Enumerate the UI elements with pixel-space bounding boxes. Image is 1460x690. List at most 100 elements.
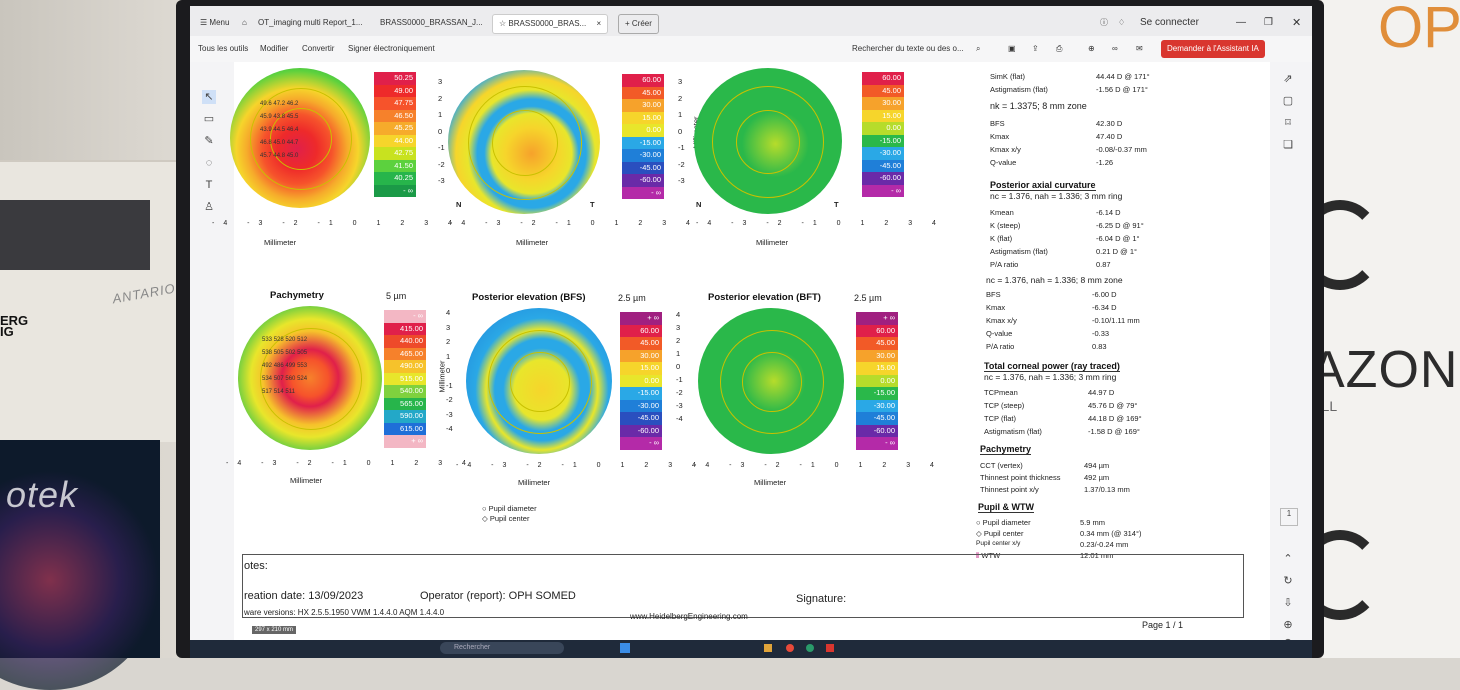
close-icon[interactable]: ×	[596, 19, 602, 28]
taskbar-search[interactable]: Rechercher	[440, 642, 564, 654]
zone-ring	[250, 88, 352, 190]
scale-step: -60.00	[862, 172, 904, 185]
y-tick-label: 0	[676, 362, 681, 371]
pachymetry-step: 5 µm	[386, 291, 407, 301]
y-tick-label: 4	[676, 310, 681, 319]
y-tick-label: 1	[678, 110, 683, 119]
post-q-label: Q-value	[986, 329, 1013, 338]
pachy-x-axis: -4 -3 -2 -1 0 1 2 3 4	[226, 460, 475, 467]
comment-icon[interactable]: ▭	[203, 113, 215, 125]
y-tick-label: -3	[678, 176, 685, 185]
print-icon[interactable]: ⎙	[1056, 44, 1063, 53]
folder-icon[interactable]	[764, 644, 772, 652]
elev-bfs-x-unit: Millimeter	[516, 238, 549, 247]
y-tick-label: 4	[446, 308, 451, 317]
tab-brass-active[interactable]: ☆ BRASS0000_BRAS... ×	[492, 14, 609, 34]
wtw-value: 12.01 mm	[1080, 551, 1114, 560]
post-bfs-color-scale: + ∞ 60.00 45.00 30.00 15.00 0.00 -15.00 -30.00-…	[620, 312, 662, 450]
scale-step: -15.00	[862, 134, 904, 147]
ai-assistant-button[interactable]: Demander à l'Assistant IA	[1161, 40, 1265, 58]
scale-step: 47.75	[374, 97, 416, 110]
export-icon[interactable]: ⇗	[1283, 73, 1293, 85]
new-tab-button[interactable]: + Créer	[618, 14, 659, 34]
scale-step: 40.25	[374, 172, 416, 185]
post-elev-bfs-title: Posterior elevation (BFS)	[472, 292, 586, 303]
tcp-mean-value: 44.97 D	[1088, 388, 1115, 397]
bell-icon[interactable]: ♢	[1118, 18, 1126, 27]
chrome-icon[interactable]	[786, 644, 794, 652]
toolbar-all-tools[interactable]: Tous les outils	[198, 44, 249, 53]
tab-brass-active-label: BRASS0000_BRAS...	[508, 19, 587, 28]
maximize-icon[interactable]: ❐	[1264, 17, 1273, 28]
home-icon[interactable]: ⌂	[242, 18, 247, 27]
post-bft-x-axis: -4 -3 -2 -1 0 1 2 3 4	[694, 462, 943, 469]
software-versions: ware versions: HX 2.5.5.1950 VWM 1.4.4.0…	[244, 608, 445, 617]
menu-button[interactable]: ☰ Menu	[200, 18, 230, 27]
scale-step: - ∞	[374, 184, 416, 197]
wtw-label: WTW	[981, 551, 1001, 560]
scale-step: -30.00	[862, 147, 904, 160]
cct-label: CCT (vertex)	[980, 461, 1023, 470]
search-icon[interactable]: ⌕	[976, 44, 981, 53]
scale-step: 0.00	[622, 124, 664, 137]
posterior-axial-sub: nc = 1.376, nah = 1.336; 3 mm ring	[990, 191, 1123, 201]
posterior-axial-heading: Posterior axial curvature	[990, 180, 1096, 191]
toolbar-esign[interactable]: Signer électroniquement	[348, 44, 435, 53]
toolbar-modify[interactable]: Modifier	[260, 44, 289, 53]
y-tick-label: -3	[676, 401, 683, 410]
anterior-elevation-bfs-map	[448, 70, 600, 214]
thinnest-label: Thinnest point thickness	[980, 473, 1061, 482]
tab-report[interactable]: OT_imaging multi Report_1...	[258, 18, 363, 27]
page-number-box[interactable]: 1	[1280, 508, 1298, 526]
pachymetry-heading: Pachymetry	[980, 444, 1032, 455]
link-icon[interactable]: ∞	[1112, 44, 1118, 53]
acrobat-icon[interactable]	[826, 644, 834, 652]
y-tick-label: -3	[446, 409, 453, 419]
pupil-center-xy-label: Pupil center x/y	[976, 540, 1021, 547]
y-tick-label: -2	[438, 159, 445, 169]
edge-icon[interactable]	[806, 644, 814, 652]
elev-bfs-x-axis: -4 -3 -2 -1 0 1 2 3 4	[450, 220, 699, 227]
scale-step: 50.25	[374, 72, 416, 85]
text-icon[interactable]: T	[205, 179, 213, 191]
upload-icon[interactable]: ⇪	[1032, 44, 1039, 53]
bookmark-icon[interactable]: ⌑	[1285, 117, 1291, 129]
cct-value: 494 µm	[1084, 461, 1110, 470]
refresh-icon[interactable]: ↻	[1283, 575, 1293, 587]
pen-icon[interactable]: ✎	[204, 135, 214, 147]
download-icon[interactable]: ⇩	[1283, 597, 1293, 609]
toolbar-search[interactable]: Rechercher du texte ou des o...	[852, 44, 964, 53]
kmax-value: 47.40 D	[1096, 132, 1123, 141]
help-icon[interactable]: ⓘ	[1100, 18, 1108, 27]
toolbar-convert[interactable]: Convertir	[302, 44, 335, 53]
post-bfs-x-unit: Millimeter	[518, 478, 551, 487]
sign-in-link[interactable]: Se connecter	[1140, 17, 1199, 28]
post-kflat-label: K (flat)	[990, 234, 1013, 243]
astig-flat-label: Astigmatism (flat)	[990, 85, 1048, 94]
zoom-icon[interactable]: ⊕	[1088, 44, 1095, 53]
zone-ring	[468, 86, 582, 200]
scale-step: 15.00	[620, 362, 662, 375]
lasso-icon[interactable]: ◌	[205, 157, 213, 169]
scale-step: 45.00	[622, 86, 664, 99]
temporal-marker: T	[834, 200, 839, 209]
post-bfs-x-axis: -4 -3 -2 -1 0 1 2 3 4	[456, 462, 705, 469]
post-elev-bfs-step: 2.5 µm	[618, 293, 646, 303]
minimize-icon[interactable]: —	[1236, 17, 1246, 28]
cursor-icon[interactable]: ↖	[202, 90, 216, 104]
post-bft-color-scale: + ∞ 60.00 45.00 30.00 15.00 0.00 -15.00 -30.00-…	[856, 312, 898, 450]
save-icon[interactable]: ▣	[1008, 44, 1016, 53]
mail-icon[interactable]: ✉	[1136, 44, 1143, 53]
chat-icon[interactable]: ▢	[1282, 95, 1294, 107]
windows-start-icon[interactable]	[620, 643, 630, 653]
pages-icon[interactable]: ❏	[1283, 139, 1293, 151]
zoom-in-icon[interactable]: ⊕	[1283, 619, 1293, 631]
website-link[interactable]: www.HeidelbergEngineering.com	[630, 612, 748, 621]
tab-brass-1[interactable]: BRASS0000_BRASSAN_J...	[380, 18, 483, 27]
stamp-icon[interactable]: ♙	[204, 201, 214, 213]
chevron-up-icon[interactable]: ⌃	[1283, 553, 1293, 565]
scale-step: 540.00	[384, 385, 426, 398]
window-close-icon[interactable]: ✕	[1292, 17, 1302, 29]
q-value-label: Q-value	[990, 158, 1017, 167]
scale-step: 440.00	[384, 335, 426, 348]
